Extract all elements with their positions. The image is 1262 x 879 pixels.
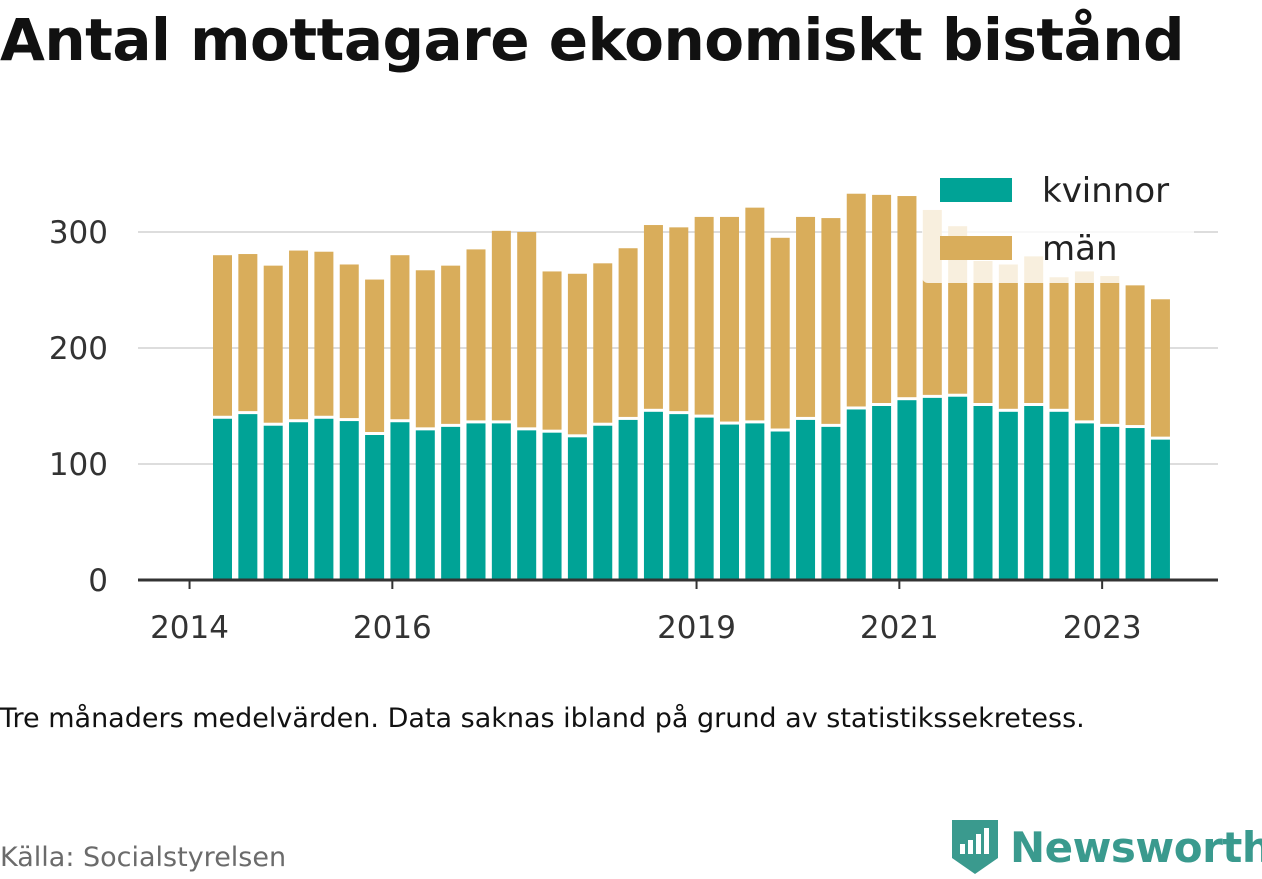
bar-man: [542, 271, 562, 430]
bar-man: [593, 263, 613, 423]
bar-man: [517, 232, 537, 428]
bar-kvinnor: [289, 422, 309, 580]
bar-kvinnor: [643, 411, 663, 580]
chart-caption: Tre månaders medelvärden. Data saknas ib…: [0, 703, 1085, 734]
bar-kvinnor: [922, 397, 942, 580]
bar-kvinnor: [720, 424, 739, 580]
bar-man: [745, 207, 765, 421]
bar-kvinnor: [238, 414, 258, 580]
bar-man: [669, 227, 689, 412]
bar-kvinnor: [593, 425, 613, 580]
bar-man: [643, 225, 663, 409]
y-tick-label: 200: [49, 331, 108, 367]
bar-kvinnor: [542, 432, 562, 580]
bar-man: [618, 248, 638, 417]
stacked-bar-chart: 0 100 200 300 2014 2016 2019 2021 2023 kvinnor …: [48, 168, 1218, 646]
bar-man: [213, 255, 232, 416]
bar-man: [694, 216, 714, 415]
bar-kvinnor: [796, 419, 816, 580]
bar-kvinnor: [1024, 406, 1044, 580]
bar-man: [567, 273, 587, 435]
bar-man: [1125, 285, 1145, 426]
bar-man: [491, 230, 511, 421]
y-axis-tick-labels: 0 100 200 300: [49, 215, 108, 599]
bar-man: [998, 264, 1018, 409]
bar-kvinnor: [415, 430, 435, 580]
bar-man: [770, 237, 790, 429]
bar-kvinnor: [390, 422, 410, 580]
y-tick-label: 0: [88, 563, 108, 599]
bar-man: [846, 193, 866, 407]
bar-man: [796, 216, 816, 417]
bar-man: [1049, 277, 1069, 409]
bar-man: [314, 251, 334, 416]
bar-man: [390, 255, 410, 420]
legend-label-man: män: [1042, 229, 1118, 269]
x-tick-label: 2019: [657, 610, 736, 646]
bar-kvinnor: [973, 406, 993, 580]
bar-kvinnor: [314, 418, 334, 580]
bar-man: [339, 264, 359, 419]
brand-name: Newsworthy: [1010, 822, 1262, 872]
bar-man: [1024, 256, 1044, 403]
bar-kvinnor: [897, 400, 917, 580]
bar-kvinnor: [365, 435, 385, 580]
bars: [213, 193, 1170, 580]
legend-label-kvinnor: kvinnor: [1042, 171, 1169, 211]
bar-kvinnor: [770, 431, 790, 580]
x-tick-label: 2014: [150, 610, 229, 646]
legend-swatch-kvinnor: [940, 178, 1012, 202]
legend-swatch-man: [940, 236, 1012, 260]
bar-man: [415, 270, 435, 428]
bar-man: [1100, 276, 1120, 424]
bar-man: [263, 265, 283, 423]
bar-man: [720, 216, 739, 422]
x-tick-label: 2016: [353, 610, 432, 646]
bar-man: [466, 249, 486, 421]
bar-kvinnor: [669, 414, 689, 580]
x-axis-tick-labels: 2014 2016 2019 2021 2023: [150, 610, 1142, 646]
bar-kvinnor: [745, 423, 765, 580]
bar-man: [1074, 271, 1094, 421]
bar-kvinnor: [1100, 426, 1120, 580]
bar-kvinnor: [213, 418, 232, 580]
bar-kvinnor: [846, 409, 866, 580]
bar-kvinnor: [466, 423, 486, 580]
legend: kvinnor män: [922, 168, 1194, 283]
bar-kvinnor: [1150, 439, 1170, 580]
bar-kvinnor: [339, 421, 359, 580]
bar-kvinnor: [517, 430, 537, 580]
bar-man: [365, 279, 385, 432]
bar-kvinnor: [618, 419, 638, 580]
x-tick-label: 2023: [1063, 610, 1142, 646]
bar-man: [1150, 299, 1170, 437]
bar-kvinnor: [948, 396, 968, 580]
y-tick-label: 100: [49, 447, 108, 483]
newsworthy-logo-icon: [952, 820, 998, 874]
chart-title: Antal mottagare ekonomiskt bistånd: [0, 6, 1185, 74]
bar-kvinnor: [441, 426, 461, 580]
bar-kvinnor: [1074, 423, 1094, 580]
bar-man: [973, 261, 993, 403]
bar-kvinnor: [998, 411, 1018, 580]
bar-kvinnor: [1125, 428, 1145, 580]
bar-man: [897, 196, 917, 398]
bar-man: [289, 250, 309, 420]
x-tick-label: 2021: [860, 610, 939, 646]
bar-man: [441, 265, 461, 424]
bar-kvinnor: [491, 423, 511, 580]
bar-man: [238, 254, 258, 412]
bar-man: [872, 194, 892, 403]
brand-logo[interactable]: Newsworthy: [950, 816, 1262, 878]
bar-kvinnor: [821, 426, 841, 580]
bar-man: [821, 218, 841, 424]
bar-kvinnor: [872, 406, 892, 580]
bar-kvinnor: [567, 437, 587, 580]
bar-kvinnor: [694, 417, 714, 580]
bar-kvinnor: [263, 425, 283, 580]
x-axis: [138, 578, 1218, 589]
source-note: Källa: Socialstyrelsen: [0, 842, 287, 873]
bar-kvinnor: [1049, 411, 1069, 580]
y-tick-label: 300: [49, 215, 108, 251]
